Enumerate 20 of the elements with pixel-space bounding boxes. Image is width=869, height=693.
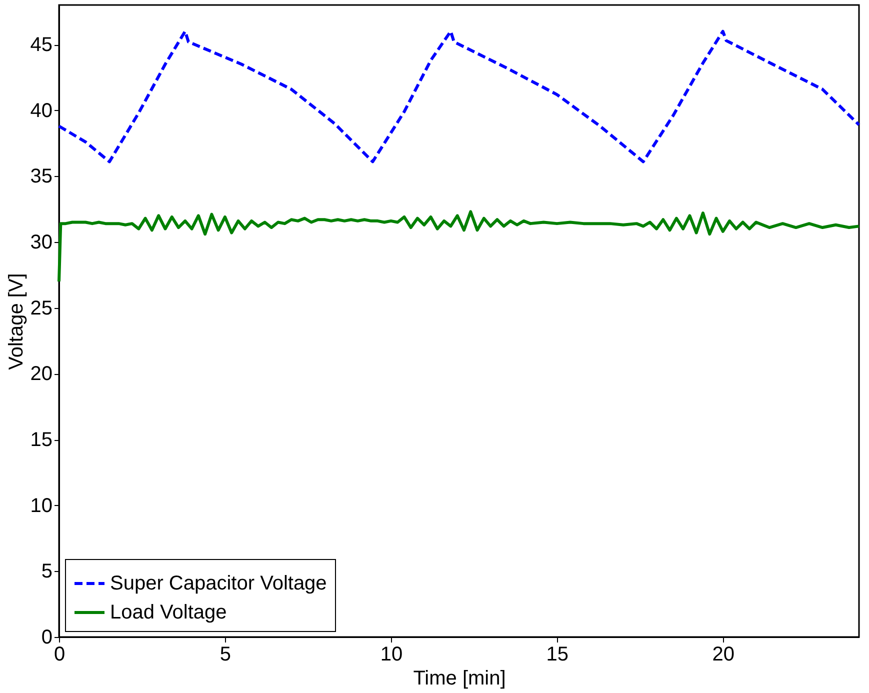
x-tick-label: 10 xyxy=(380,644,403,666)
y-tick-label: 5 xyxy=(41,560,52,583)
legend-label: Super Capacitor Voltage xyxy=(110,572,327,594)
y-tick-label: 0 xyxy=(41,626,52,648)
x-axis-title: Time [min] xyxy=(413,668,506,690)
y-tick-label: 20 xyxy=(30,363,52,386)
line-series xyxy=(58,210,860,283)
y-tick-label: 40 xyxy=(30,100,52,122)
y-tick-label: 30 xyxy=(30,232,52,254)
x-tick-label: 15 xyxy=(546,644,569,666)
x-tick-label: 5 xyxy=(220,644,232,666)
x-tick-label: 20 xyxy=(712,644,735,666)
line-series xyxy=(58,30,860,164)
y-tick-label: 45 xyxy=(30,34,52,56)
y-tick-label: 25 xyxy=(30,297,52,320)
y-tick-label: 10 xyxy=(30,494,52,517)
y-tick-label: 35 xyxy=(30,166,52,188)
legend-label: Load Voltage xyxy=(110,602,227,624)
y-tick-label: 15 xyxy=(30,429,52,451)
y-axis-title: Voltage [V] xyxy=(5,273,28,370)
